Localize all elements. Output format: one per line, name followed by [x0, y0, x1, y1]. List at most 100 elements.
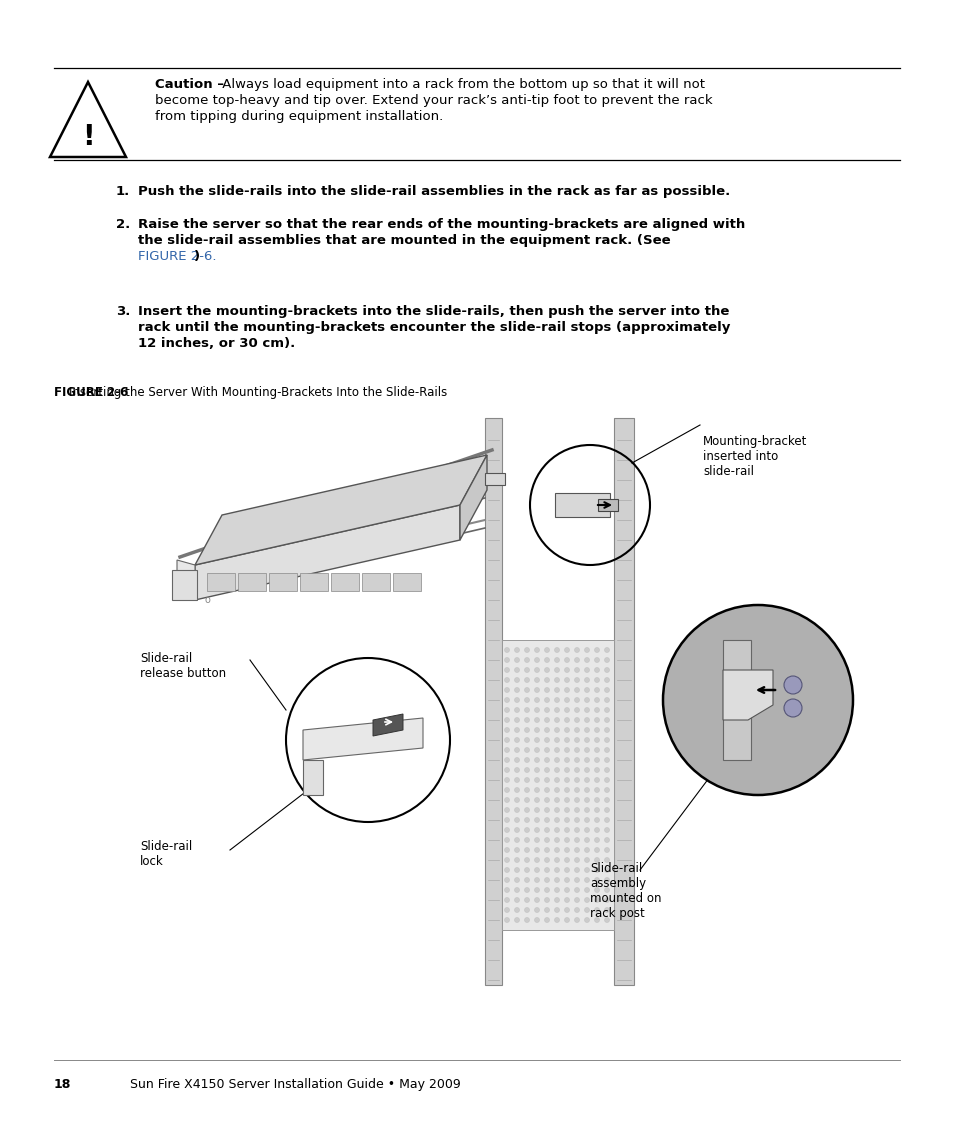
- Circle shape: [554, 678, 558, 682]
- Circle shape: [594, 868, 598, 872]
- Circle shape: [594, 898, 598, 902]
- Circle shape: [514, 798, 519, 803]
- Circle shape: [504, 727, 509, 733]
- Text: from tipping during equipment installation.: from tipping during equipment installati…: [154, 110, 443, 123]
- Circle shape: [544, 868, 549, 872]
- Circle shape: [574, 847, 578, 853]
- Circle shape: [604, 908, 609, 913]
- Text: the slide-rail assemblies that are mounted in the equipment rack. (See: the slide-rail assemblies that are mount…: [138, 234, 670, 247]
- Text: Inserting the Server With Mounting-Brackets Into the Slide-Rails: Inserting the Server With Mounting-Brack…: [54, 386, 447, 398]
- Circle shape: [514, 697, 519, 703]
- Circle shape: [554, 708, 558, 712]
- Circle shape: [534, 687, 539, 693]
- Circle shape: [584, 708, 589, 712]
- Circle shape: [584, 678, 589, 682]
- Circle shape: [534, 767, 539, 773]
- Circle shape: [584, 648, 589, 653]
- Circle shape: [594, 687, 598, 693]
- Text: Slide-rail
lock: Slide-rail lock: [140, 840, 193, 868]
- Circle shape: [514, 657, 519, 663]
- Circle shape: [524, 708, 529, 712]
- Circle shape: [574, 668, 578, 672]
- Circle shape: [514, 877, 519, 883]
- Circle shape: [544, 887, 549, 892]
- Circle shape: [504, 668, 509, 672]
- Circle shape: [584, 858, 589, 862]
- Circle shape: [504, 737, 509, 742]
- Circle shape: [574, 678, 578, 682]
- Circle shape: [574, 818, 578, 822]
- Circle shape: [554, 847, 558, 853]
- Circle shape: [514, 648, 519, 653]
- Circle shape: [574, 687, 578, 693]
- Circle shape: [534, 917, 539, 923]
- Circle shape: [524, 837, 529, 843]
- Circle shape: [544, 648, 549, 653]
- Circle shape: [604, 708, 609, 712]
- Text: become top-heavy and tip over. Extend your rack’s anti-tip foot to prevent the r: become top-heavy and tip over. Extend yo…: [154, 94, 712, 106]
- Circle shape: [604, 668, 609, 672]
- Circle shape: [534, 777, 539, 782]
- Circle shape: [554, 798, 558, 803]
- Text: 2.: 2.: [115, 218, 130, 231]
- Text: 12 inches, or 30 cm).: 12 inches, or 30 cm).: [138, 337, 294, 350]
- Circle shape: [584, 697, 589, 703]
- Polygon shape: [722, 670, 772, 720]
- Circle shape: [544, 877, 549, 883]
- Circle shape: [594, 697, 598, 703]
- Circle shape: [554, 727, 558, 733]
- Circle shape: [514, 868, 519, 872]
- Circle shape: [514, 668, 519, 672]
- Circle shape: [574, 798, 578, 803]
- Circle shape: [504, 788, 509, 792]
- Circle shape: [564, 687, 569, 693]
- Circle shape: [554, 828, 558, 832]
- Circle shape: [554, 777, 558, 782]
- Text: !: !: [82, 123, 94, 151]
- Circle shape: [504, 648, 509, 653]
- Circle shape: [604, 788, 609, 792]
- Circle shape: [574, 828, 578, 832]
- Circle shape: [584, 908, 589, 913]
- Circle shape: [604, 818, 609, 822]
- Circle shape: [594, 917, 598, 923]
- Circle shape: [534, 858, 539, 862]
- Circle shape: [584, 718, 589, 722]
- Circle shape: [574, 657, 578, 663]
- Circle shape: [604, 868, 609, 872]
- Circle shape: [564, 887, 569, 892]
- Circle shape: [504, 858, 509, 862]
- Circle shape: [544, 898, 549, 902]
- Circle shape: [544, 917, 549, 923]
- Circle shape: [534, 868, 539, 872]
- Circle shape: [554, 887, 558, 892]
- Circle shape: [534, 788, 539, 792]
- Circle shape: [574, 777, 578, 782]
- Circle shape: [574, 908, 578, 913]
- Text: Mounting-bracket
inserted into
slide-rail: Mounting-bracket inserted into slide-rai…: [702, 435, 806, 477]
- Circle shape: [604, 737, 609, 742]
- Bar: [484, 418, 501, 985]
- Circle shape: [534, 908, 539, 913]
- Bar: [299, 572, 328, 591]
- Circle shape: [564, 828, 569, 832]
- Circle shape: [604, 858, 609, 862]
- Circle shape: [564, 657, 569, 663]
- Circle shape: [604, 807, 609, 813]
- Circle shape: [554, 917, 558, 923]
- Circle shape: [564, 648, 569, 653]
- Circle shape: [504, 877, 509, 883]
- Circle shape: [584, 917, 589, 923]
- Circle shape: [524, 668, 529, 672]
- Circle shape: [564, 718, 569, 722]
- Circle shape: [594, 708, 598, 712]
- Text: Slide-rail
assembly
mounted on
rack post: Slide-rail assembly mounted on rack post: [589, 862, 660, 919]
- Text: rack until the mounting-brackets encounter the slide-rail stops (approximately: rack until the mounting-brackets encount…: [138, 321, 730, 334]
- Circle shape: [514, 858, 519, 862]
- Circle shape: [514, 678, 519, 682]
- Circle shape: [524, 727, 529, 733]
- Circle shape: [504, 687, 509, 693]
- Circle shape: [514, 708, 519, 712]
- Text: Sun Fire X4150 Server Installation Guide • May 2009: Sun Fire X4150 Server Installation Guide…: [130, 1077, 460, 1091]
- Circle shape: [584, 687, 589, 693]
